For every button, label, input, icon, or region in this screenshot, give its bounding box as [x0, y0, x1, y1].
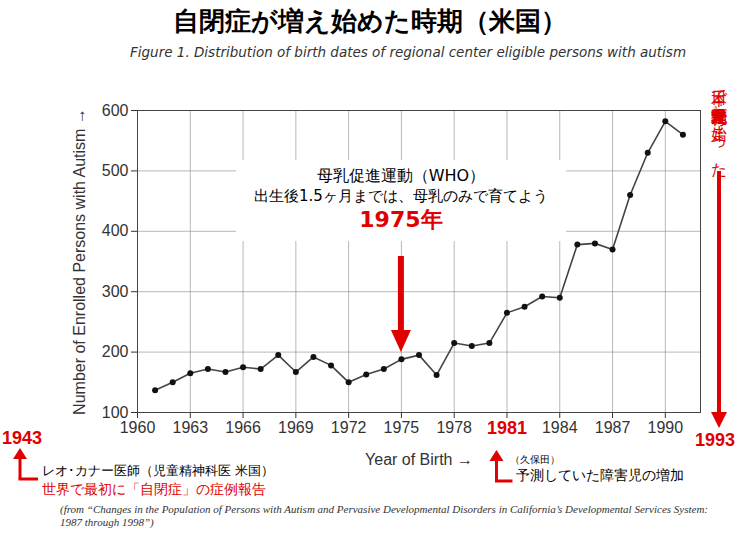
svg-text:1960: 1960 — [120, 419, 156, 436]
html-text:母乳促進運動（WHO）: 母乳促進運動（WHO） — [316, 166, 486, 185]
html-text:自閉症が増え始めた時期（米国）: 自閉症が増え始めた時期（米国） — [173, 6, 567, 36]
svg-text:300: 300 — [102, 283, 129, 300]
svg-text:400: 400 — [102, 222, 129, 239]
svg-text:1972: 1972 — [331, 419, 367, 436]
svg-text:100: 100 — [101, 403, 129, 421]
html-text:世界で最初に「自閉症」の症例報告: 世界で最初に「自閉症」の症例報告 — [42, 481, 266, 497]
svg-text:1981: 1981 — [487, 418, 527, 438]
svg-text:Number of Enrolled Persons wit: Number of Enrolled Persons with Autism → — [71, 108, 88, 415]
svg-text:200: 200 — [102, 343, 129, 360]
html-text:Figure 1. Distribution of birt: Figure 1. Distribution of birth dates of… — [130, 44, 687, 60]
html-text:1943: 1943 — [2, 428, 42, 448]
svg-text:500: 500 — [102, 162, 129, 179]
svg-text:1978: 1978 — [436, 419, 472, 436]
html-text:レオ･カナー医師（児童精神科医 米国）: レオ･カナー医師（児童精神科医 米国） — [42, 463, 275, 478]
svg-text:Year of Birth →: Year of Birth → — [365, 451, 473, 468]
html-text:予測していた障害児の増加: 予測していた障害児の増加 — [516, 467, 685, 483]
svg-text:1963: 1963 — [172, 419, 208, 436]
html-text:1993: 1993 — [695, 430, 735, 450]
svg-text:600: 600 — [102, 102, 129, 119]
svg-text:1966: 1966 — [225, 419, 261, 436]
svg-text:1984: 1984 — [542, 419, 578, 436]
svg-text:1990: 1990 — [648, 419, 684, 436]
html-text:日本で『母乳育児推進運動』が始まった: 日本で『母乳育児推進運動』が始まった — [710, 78, 729, 169]
html-text:出生後1.5ヶ月までは、母乳のみで育てよう: 出生後1.5ヶ月までは、母乳のみで育てよう — [254, 186, 548, 205]
html-text:(from “Changes in the Populati: (from “Changes in the Population of Pers… — [60, 503, 708, 528]
svg-text:1969: 1969 — [278, 419, 314, 436]
html-text:（久保田）: （久保田） — [510, 454, 561, 465]
svg-text:1987: 1987 — [595, 419, 631, 436]
svg-text:1975: 1975 — [384, 419, 420, 436]
html-text:1975年: 1975年 — [359, 207, 443, 233]
